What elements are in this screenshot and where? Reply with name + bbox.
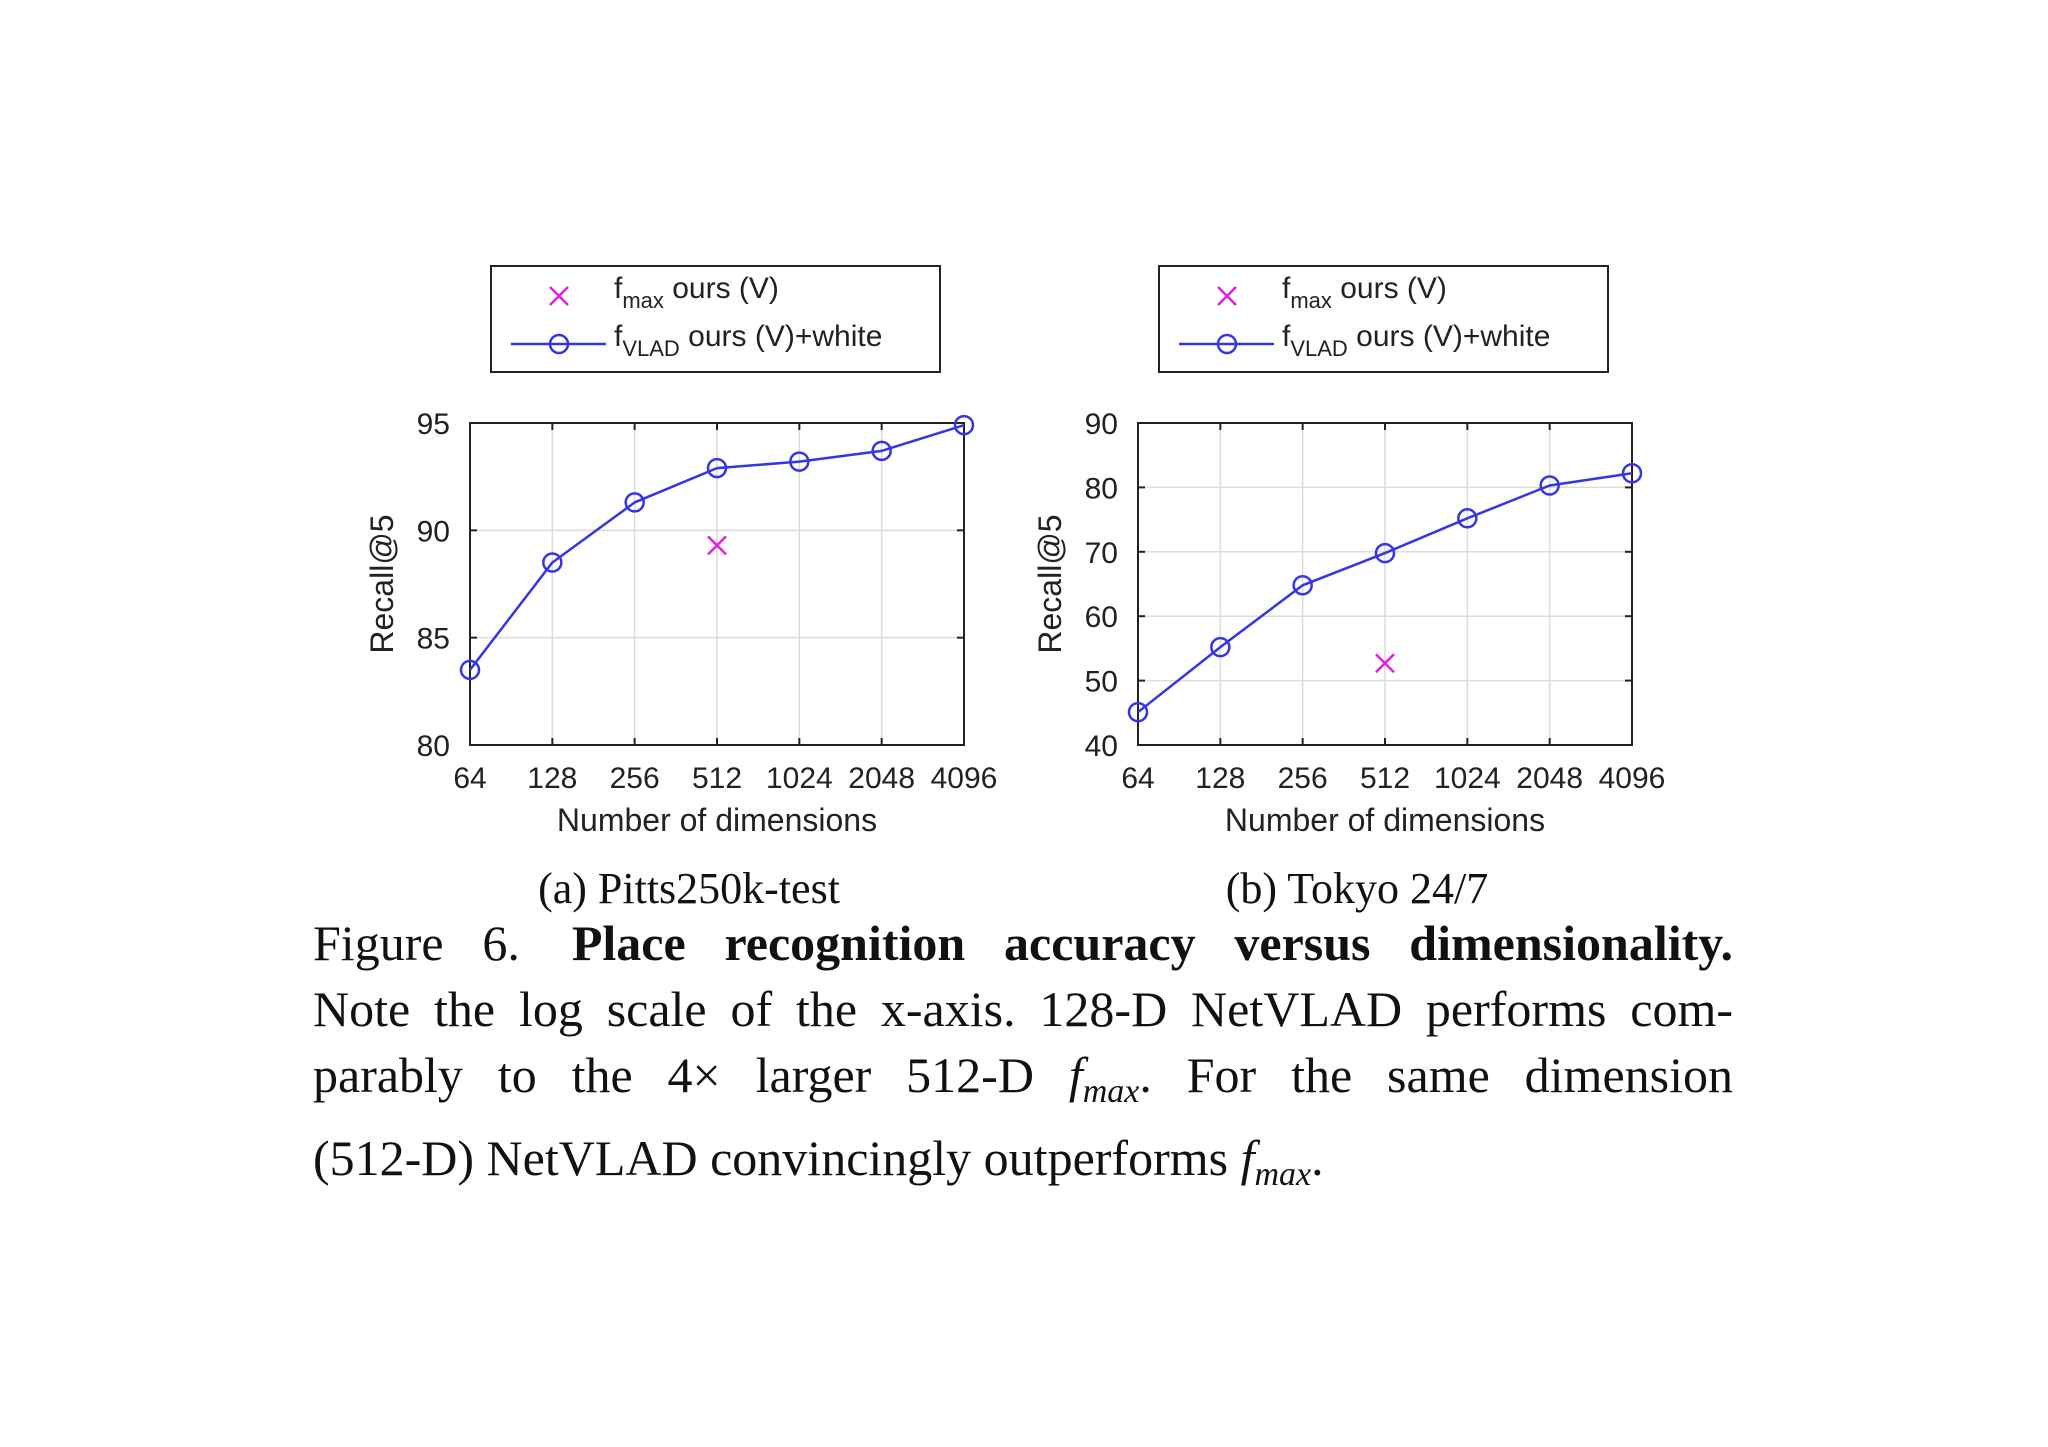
caption-fmax-math: fmax: [1068, 1047, 1140, 1110]
legend-entry-fmax: fmax ours (V): [614, 272, 779, 313]
subcaption: (b) Tokyo 24/7: [1226, 864, 1489, 913]
legend-cross-marker-icon: [1217, 286, 1237, 306]
legend-entry-fvlad: fVLAD ours (V)+white: [614, 320, 882, 361]
data-point-fvlad: [1457, 508, 1478, 529]
data-point-fvlad: [1539, 475, 1560, 496]
data-point-fmax: [1375, 653, 1395, 674]
legend-cross-marker-icon-stroke-b: [549, 286, 569, 306]
x-tick-label: 128: [1195, 762, 1245, 795]
caption-fmax-sub: max: [1082, 1073, 1140, 1110]
data-point-fvlad: [789, 451, 810, 472]
series-line-fvlad: [1137, 471, 1633, 714]
y-tick-label: 95: [417, 408, 450, 441]
y-axis-label: Recall@5: [364, 514, 400, 653]
chart-a: 64 128 256 512 1024 2048 4096 80 85 90 95 Number of…: [364, 265, 998, 913]
x-tick-label: 64: [1121, 762, 1154, 795]
legend: fmax ours (V) fVLAD ours (V)+white: [490, 265, 941, 373]
legend-circle-marker-icon: [1216, 333, 1238, 355]
data-point-fvlad: [706, 457, 728, 479]
legend-entry-fmax: fmax ours (V): [1282, 272, 1447, 313]
caption-fmax-f: f: [1068, 1047, 1083, 1103]
y-tick-label: 80: [1085, 472, 1118, 505]
x-tick-label: 512: [692, 762, 742, 795]
caption-sentence-2b: . For the same dimension: [1139, 1047, 1733, 1103]
subcaption: (a) Pitts250k-test: [538, 864, 840, 913]
data-point-fvlad: [1621, 462, 1643, 484]
legend: fmax ours (V) fVLAD ours (V)+white: [1158, 265, 1609, 373]
y-tick-label: 50: [1085, 666, 1118, 699]
data-point-fvlad: [542, 552, 563, 573]
data-point-fvlad: [624, 492, 645, 513]
caption-sentence-2a: parably to the 4× larger 512-D: [313, 1047, 1069, 1103]
x-tick-label: 256: [1278, 762, 1328, 795]
x-tick-label: 1024: [1434, 762, 1501, 795]
caption-label: Figure 6.: [313, 915, 520, 971]
legend-frame: [490, 265, 941, 373]
y-tick-label: 80: [417, 730, 450, 763]
x-axis-label: Number of dimensions: [557, 802, 877, 838]
caption-fmax-sub-2: max: [1254, 1156, 1312, 1193]
data-point-fvlad: [953, 414, 975, 436]
caption-sentence-3a: (512-D) NetVLAD convincingly outperforms: [313, 1130, 1241, 1186]
data-point-fvlad: [459, 659, 481, 681]
data-point-fvlad: [1127, 701, 1149, 723]
y-tick-label: 60: [1085, 601, 1118, 634]
data-point-fmax-stroke-b: [707, 535, 727, 556]
x-tick-label: 256: [610, 762, 660, 795]
caption-sentence-1: Note the log scale of the x-axis. 128-D …: [313, 981, 1733, 1037]
legend-circle-marker-icon: [548, 333, 570, 355]
series-line-fvlad: [469, 423, 965, 671]
y-tick-label: 40: [1085, 730, 1118, 763]
data-point-fvlad: [1210, 636, 1231, 658]
legend-frame: [1158, 265, 1609, 373]
x-axis-label: Number of dimensions: [1225, 802, 1545, 838]
legend-entry-fvlad: fVLAD ours (V)+white: [1282, 320, 1550, 361]
figure-caption: Figure 6. Place recognition accuracy vers…: [313, 910, 1733, 1208]
data-point-fvlad: [1292, 575, 1313, 596]
data-point-fmax: [707, 535, 727, 556]
legend-cross-marker-icon: [549, 286, 569, 306]
x-tick-label: 2048: [1516, 762, 1583, 795]
x-tick-label: 128: [527, 762, 577, 795]
x-tick-label: 1024: [766, 762, 833, 795]
legend-cross-marker-icon-stroke-b: [1217, 286, 1237, 306]
y-tick-label: 90: [417, 515, 450, 548]
y-tick-label: 70: [1085, 537, 1118, 570]
x-tick-label: 4096: [931, 762, 998, 795]
x-tick-label: 512: [1360, 762, 1410, 795]
caption-fmax-math-2: fmax: [1240, 1130, 1312, 1193]
x-tick-label: 4096: [1599, 762, 1666, 795]
chart-b: 64 128 256 512 1024 2048 4096 40 50 60 70 80 90 Numbe…: [1032, 265, 1666, 913]
caption-fmax-f-2: f: [1240, 1130, 1255, 1186]
data-point-fvlad: [871, 440, 892, 462]
y-tick-label: 90: [1085, 408, 1118, 441]
caption-sentence-3b: .: [1311, 1130, 1324, 1186]
data-point-fvlad: [1374, 542, 1396, 564]
y-axis-label: Recall@5: [1032, 514, 1068, 653]
y-tick-label: 85: [417, 623, 450, 656]
x-tick-label: 2048: [848, 762, 915, 795]
data-point-fmax-stroke-b: [1375, 653, 1395, 674]
x-tick-label: 64: [453, 762, 486, 795]
caption-title: Place recognition accuracy versus dimens…: [571, 915, 1733, 971]
